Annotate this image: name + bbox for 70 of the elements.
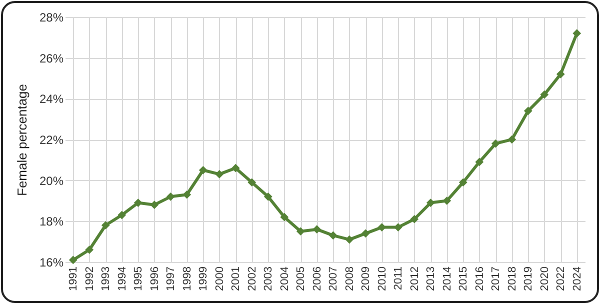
x-tick-label: 2022 [555, 266, 568, 291]
point [508, 135, 516, 144]
point [475, 158, 484, 166]
x-tick-label: 1998 [181, 266, 194, 291]
y-tick-label: 18% [39, 214, 64, 229]
x-tick-label: 2008 [344, 266, 356, 291]
x-tick-label: 2011 [392, 266, 405, 290]
point [426, 198, 435, 207]
y-tick-label: 26% [39, 51, 64, 66]
point [134, 198, 142, 207]
point [361, 229, 370, 238]
x-tick-label: 1994 [116, 266, 128, 291]
x-tick-label: 2020 [538, 266, 551, 291]
point [556, 70, 565, 78]
x-tick-label: 2019 [522, 266, 535, 291]
x-tick-label: 2002 [246, 266, 258, 291]
point [458, 178, 468, 187]
point [328, 231, 338, 240]
x-tick-label: 1993 [100, 266, 112, 291]
point [312, 225, 322, 234]
x-tick-label: 2004 [278, 266, 291, 291]
x-tick-label: 1999 [198, 266, 210, 291]
y-tick-label: 20% [39, 174, 64, 188]
x-tick-label: 2003 [262, 266, 275, 291]
x-tick-label: 1996 [148, 266, 161, 291]
x-tick-label: 2001 [230, 266, 242, 291]
x-tick-label: 2007 [328, 266, 340, 291]
y-tick-label: 24% [39, 92, 64, 106]
x-tick-label: 2024 [571, 266, 584, 291]
x-tick-label: 1992 [84, 266, 96, 291]
point [231, 164, 240, 172]
point [296, 227, 305, 236]
y-tick-label: 22% [39, 133, 64, 147]
point [215, 170, 224, 178]
point [85, 246, 94, 254]
x-tick-label: 2017 [490, 266, 502, 291]
x-tick-label: 2012 [408, 266, 421, 291]
point [118, 210, 126, 220]
point [198, 166, 208, 174]
point [540, 90, 549, 99]
point [280, 212, 289, 222]
x-tick-label: 2000 [214, 266, 226, 291]
point [410, 214, 419, 224]
x-tick-label: 2013 [425, 266, 438, 291]
x-tick-label: 1995 [132, 266, 145, 291]
x-tick-label: 2018 [506, 266, 518, 291]
x-tick-label: 2009 [360, 266, 372, 291]
point [101, 221, 110, 230]
point [264, 192, 272, 201]
point [150, 200, 159, 210]
y-tick-label: 28% [39, 10, 64, 24]
x-tick-label: 1997 [165, 266, 178, 291]
x-tick-label: 2010 [376, 266, 388, 291]
x-tick-label: 2016 [474, 266, 486, 291]
point [524, 106, 532, 116]
x-tick-label: 2015 [458, 266, 470, 291]
point [68, 256, 78, 264]
x-tick-label: 2005 [295, 266, 308, 291]
y-axis-title: Female percentage [14, 84, 30, 196]
point [572, 29, 582, 38]
point [248, 178, 256, 187]
y-tick-label: 16% [39, 256, 64, 270]
point [442, 196, 452, 205]
point [345, 235, 354, 244]
point [166, 192, 175, 201]
point [182, 190, 192, 199]
x-tick-label: 2014 [441, 266, 454, 291]
x-tick-label: 1991 [68, 266, 80, 291]
x-tick-label: 2006 [311, 266, 324, 291]
point [491, 139, 500, 148]
